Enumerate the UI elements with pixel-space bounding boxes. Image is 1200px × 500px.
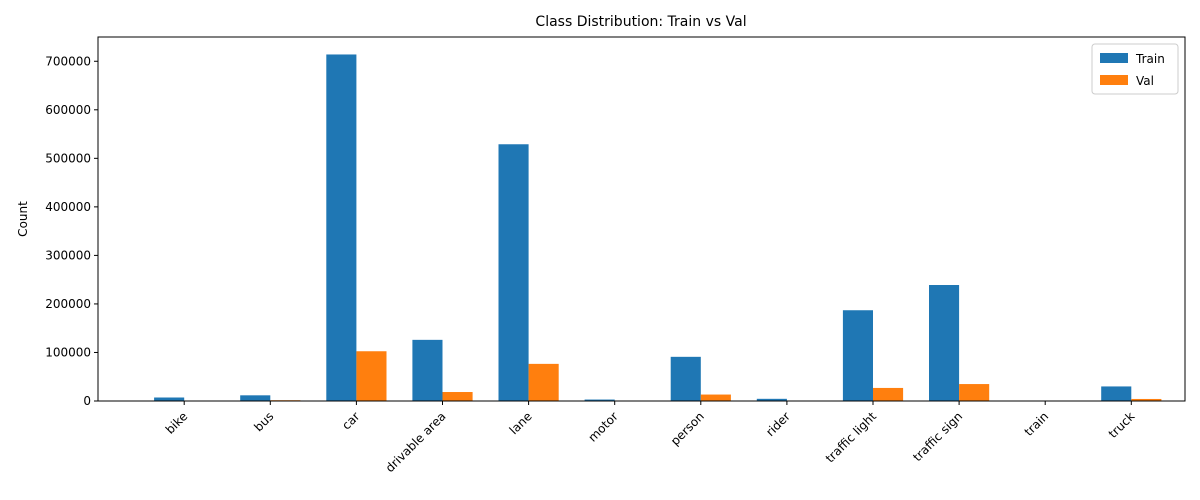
x-tick-label: traffic sign <box>910 409 965 464</box>
legend: Train Val <box>1091 43 1179 95</box>
y-axis-label: Count <box>16 201 30 237</box>
y-tick-label: 400000 <box>45 200 91 214</box>
chart-title: Class Distribution: Train vs Val <box>535 14 746 30</box>
bar-train-lane <box>498 144 529 401</box>
bar-train-motor <box>584 399 615 401</box>
y-tick-label: 500000 <box>45 151 91 165</box>
bar-train-truck <box>1101 386 1132 401</box>
legend-box <box>1091 43 1179 95</box>
x-tick-label: rider <box>763 409 793 439</box>
bar-val-drivable-area <box>442 392 473 401</box>
x-tick-label: car <box>339 409 362 432</box>
x-tick-label: lane <box>507 409 535 437</box>
y-tick-label: 100000 <box>45 345 91 359</box>
x-tick-label: bike <box>163 409 190 436</box>
bar-train-person <box>670 356 701 401</box>
x-tick-label: truck <box>1106 409 1138 441</box>
legend-label-train: Train <box>1135 52 1165 66</box>
y-axis: 0 100000 200000 300000 400000 500000 600000 700… <box>45 54 98 408</box>
x-tick-label: traffic light <box>823 409 879 465</box>
x-tick-label: train <box>1022 409 1052 439</box>
y-tick-label: 600000 <box>45 103 91 117</box>
bar-val-truck <box>1131 398 1162 401</box>
bar-val-traffic-light <box>873 387 904 401</box>
legend-swatch-val <box>1100 75 1128 85</box>
x-tick-label: drivable area <box>383 409 449 475</box>
bar-train-car <box>326 54 357 401</box>
bar-val-car <box>356 351 387 401</box>
bar-train-bus <box>240 395 271 401</box>
bar-train-bike <box>154 397 185 401</box>
x-tick-label: person <box>668 409 707 448</box>
y-tick-label: 700000 <box>45 54 91 68</box>
y-tick-label: 200000 <box>45 297 91 311</box>
x-tick-label: bus <box>251 409 276 434</box>
bar-train-traffic-sign <box>929 285 960 401</box>
x-axis: bike bus car drivable area lane motor person ri… <box>163 401 1138 475</box>
legend-swatch-train <box>1100 53 1128 63</box>
bar-val-lane <box>528 363 559 401</box>
bar-train-traffic-light <box>842 310 873 401</box>
bar-train-rider <box>756 398 787 401</box>
x-tick-label: motor <box>585 409 620 444</box>
y-tick-label: 0 <box>83 394 91 408</box>
bars-layer <box>154 54 1162 401</box>
bar-val-person <box>700 394 731 401</box>
legend-label-val: Val <box>1136 74 1154 88</box>
bar-val-traffic-sign <box>959 384 990 401</box>
y-tick-label: 300000 <box>45 248 91 262</box>
bar-train-drivable-area <box>412 339 443 401</box>
plot-frame <box>97 36 1186 402</box>
